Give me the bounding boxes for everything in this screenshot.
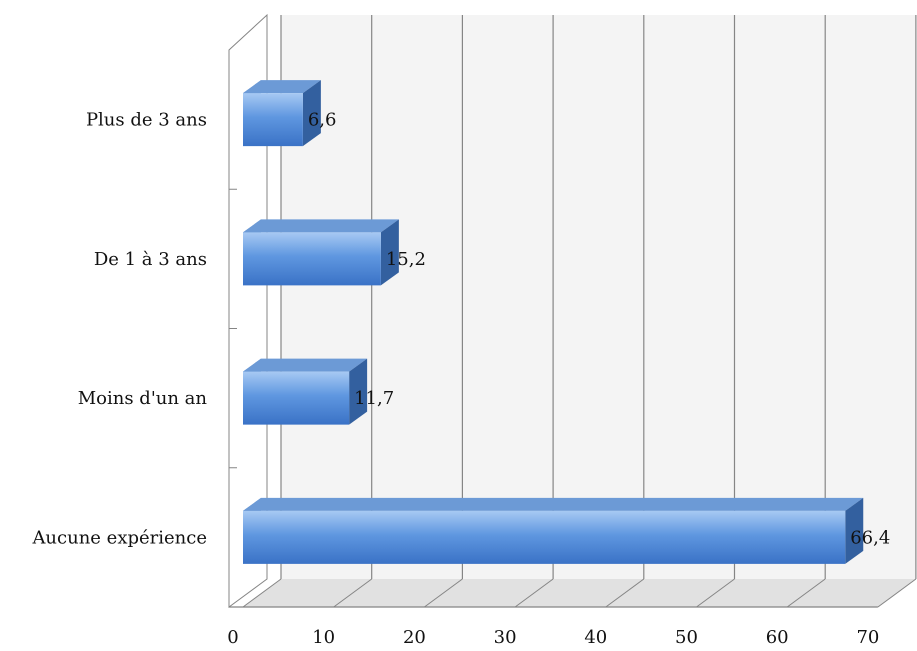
category-label: Plus de 3 ans xyxy=(86,110,207,131)
back-wall xyxy=(281,15,916,579)
bar xyxy=(243,371,350,425)
gridlines xyxy=(229,15,917,608)
floor-gridline xyxy=(242,578,282,608)
data-label: 66,4 xyxy=(850,527,890,548)
bar xyxy=(243,510,846,564)
bar-end-face xyxy=(380,219,399,286)
bar-top-face xyxy=(243,497,864,511)
side-wall xyxy=(228,13,268,608)
bar-top-face xyxy=(243,358,368,372)
floor xyxy=(243,579,916,607)
x-tick-label: 10 xyxy=(312,627,335,648)
category-label: De 1 à 3 ans xyxy=(94,249,207,270)
bars xyxy=(243,80,864,564)
category-label: Aucune expérience xyxy=(31,527,207,548)
floor-gridline xyxy=(333,578,372,608)
x-tick-label: 60 xyxy=(766,627,789,648)
data-label: 11,7 xyxy=(354,388,394,409)
chart-background xyxy=(228,13,916,608)
x-tick-label: 40 xyxy=(584,627,607,648)
x-tick-label: 0 xyxy=(227,627,238,648)
category-label: Moins d'un an xyxy=(78,388,208,409)
floor-gridline xyxy=(514,578,554,608)
bar xyxy=(243,232,381,286)
data-label: 15,2 xyxy=(386,249,426,270)
floor-gridline xyxy=(877,578,917,608)
bar-top-face xyxy=(243,80,321,94)
bar-top-face xyxy=(243,219,399,233)
labels: Aucune expérience 66,4 Moins d'un an 11,7 De… xyxy=(31,110,890,648)
floor-gridline xyxy=(786,578,826,608)
floor-gridline xyxy=(424,578,463,608)
bar-end-face xyxy=(302,80,321,147)
x-tick-label: 20 xyxy=(403,627,426,648)
floor-gridline xyxy=(605,578,645,608)
x-tick-label: 30 xyxy=(494,627,517,648)
x-tick-label: 50 xyxy=(675,627,698,648)
bar-end-face xyxy=(845,497,864,564)
bar xyxy=(243,93,303,147)
floor-gridline xyxy=(696,578,735,608)
x-tick-label: 70 xyxy=(856,627,879,648)
bar-end-face xyxy=(349,358,368,425)
data-label: 6,6 xyxy=(308,110,337,131)
